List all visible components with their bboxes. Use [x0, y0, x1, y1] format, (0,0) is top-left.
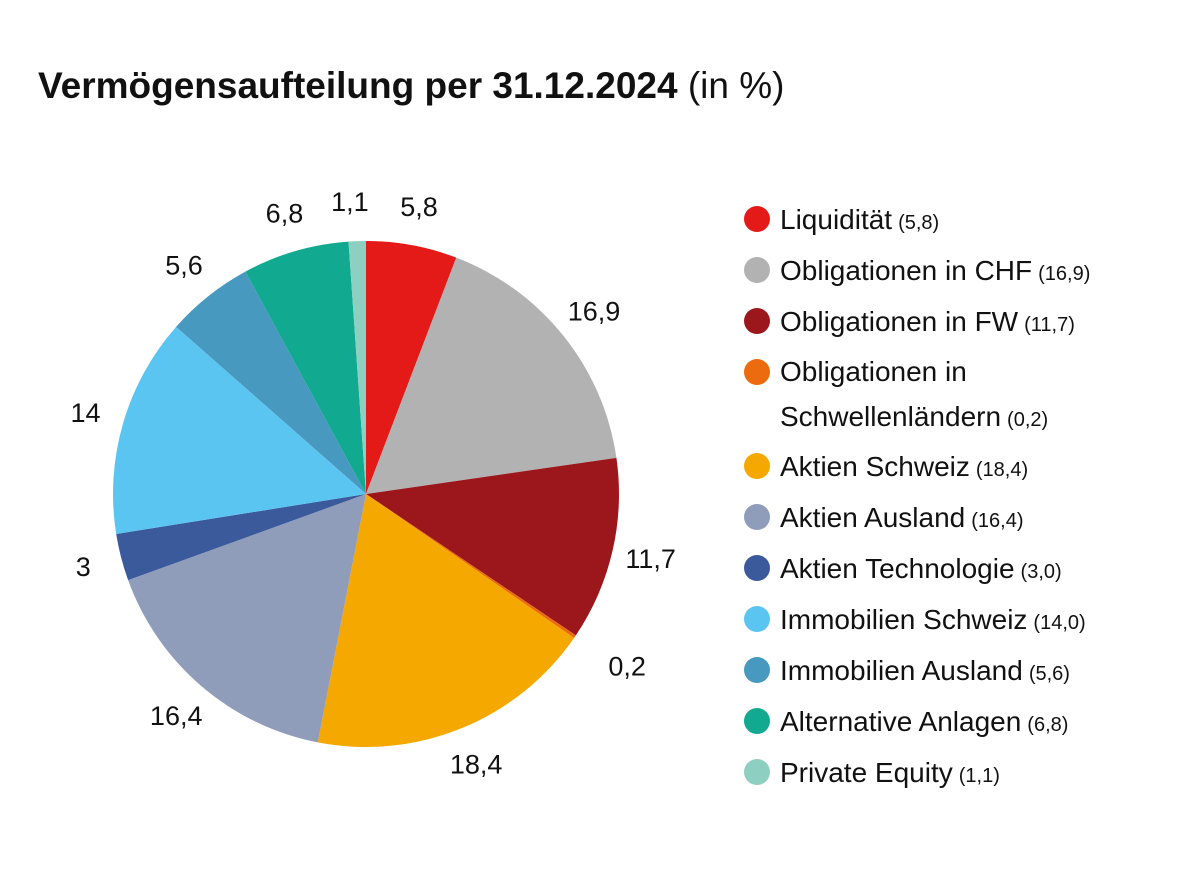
legend: Liquidität (5,8) Obligationen in CHF (16,9)…: [744, 196, 1090, 800]
legend-item: Obligationen in CHF (16,9): [744, 247, 1090, 298]
legend-swatch: [744, 759, 770, 785]
pie-slice-11: [348, 241, 366, 494]
legend-label: Private Equity: [780, 757, 953, 788]
legend-value: (3,0): [1020, 561, 1062, 583]
legend-swatch: [744, 206, 770, 232]
slice-label: 1,1: [331, 187, 369, 217]
legend-item: Obligationen in FW (11,7): [744, 298, 1090, 349]
pie-slice-8: [113, 326, 366, 535]
legend-value: (5,8): [898, 212, 940, 234]
chart-title-main: Vermögensaufteilung per 31.12.2024: [38, 65, 678, 106]
legend-label: Alternative Anlagen: [780, 706, 1022, 737]
legend-label: Aktien Ausland: [780, 502, 966, 533]
pie-slice-1: [366, 241, 457, 494]
legend-label: Immobilien Ausland: [780, 655, 1023, 686]
legend-value: (11,7): [1024, 314, 1075, 336]
legend-label: Immobilien Schweiz: [780, 604, 1028, 635]
legend-item: Aktien Schweiz (18,4): [744, 443, 1090, 494]
slice-label: 5,8: [400, 192, 438, 222]
legend-value: (1,1): [958, 765, 1000, 787]
slice-label: 5,6: [165, 251, 203, 281]
chart-title: Vermögensaufteilung per 31.12.2024 (in %…: [38, 62, 784, 110]
legend-item: Immobilien Ausland (5,6): [744, 647, 1090, 698]
legend-item: Alternative Anlagen (6,8): [744, 698, 1090, 749]
legend-item: Obligationen in Schwellenländern (0,2): [744, 349, 1090, 443]
legend-label: Obligationen in Schwellenländern: [780, 356, 1002, 432]
legend-swatch: [744, 555, 770, 581]
pie-slice-2: [366, 257, 617, 494]
legend-item: Aktien Ausland (16,4): [744, 494, 1090, 545]
legend-value: (0,2): [1007, 409, 1049, 431]
legend-value: (14,0): [1033, 612, 1086, 634]
slice-label: 16,4: [150, 701, 203, 731]
slice-label: 16,9: [568, 297, 621, 327]
pie-slice-4: [366, 494, 576, 638]
legend-item: Immobilien Schweiz (14,0): [744, 596, 1090, 647]
legend-label: Aktien Technologie: [780, 553, 1015, 584]
legend-item: Aktien Technologie (3,0): [744, 545, 1090, 596]
slice-label: 3: [76, 552, 91, 582]
legend-swatch: [744, 657, 770, 683]
pie-slice-3: [366, 457, 620, 636]
slice-label: 0,2: [608, 652, 646, 682]
legend-label: Obligationen in CHF: [780, 255, 1033, 286]
pie-slice-9: [176, 271, 366, 494]
pie-slice-10: [245, 241, 366, 494]
slice-label: 18,4: [450, 749, 503, 779]
legend-swatch: [744, 359, 770, 385]
legend-item: Liquidität (5,8): [744, 196, 1090, 247]
legend-swatch: [744, 453, 770, 479]
legend-swatch: [744, 308, 770, 334]
pie-slice-7: [116, 494, 366, 581]
legend-item: Private Equity (1,1): [744, 749, 1090, 800]
slice-label: 6,8: [266, 199, 304, 229]
slice-label: 14: [70, 398, 100, 428]
slice-label: 11,7: [625, 544, 676, 574]
legend-label: Obligationen in FW: [780, 306, 1019, 337]
legend-swatch: [744, 504, 770, 530]
legend-value: (5,6): [1028, 663, 1070, 685]
legend-value: (6,8): [1027, 714, 1069, 736]
legend-value: (16,4): [971, 510, 1024, 532]
legend-swatch: [744, 257, 770, 283]
pie-slice-6: [128, 494, 366, 743]
pie-slice-5: [317, 494, 575, 747]
legend-value: (16,9): [1038, 263, 1091, 285]
legend-label: Aktien Schweiz: [780, 451, 970, 482]
legend-swatch: [744, 606, 770, 632]
legend-value: (18,4): [975, 459, 1029, 481]
chart-title-suffix: (in %): [687, 65, 785, 106]
legend-swatch: [744, 708, 770, 734]
legend-label: Liquidität: [780, 204, 893, 235]
